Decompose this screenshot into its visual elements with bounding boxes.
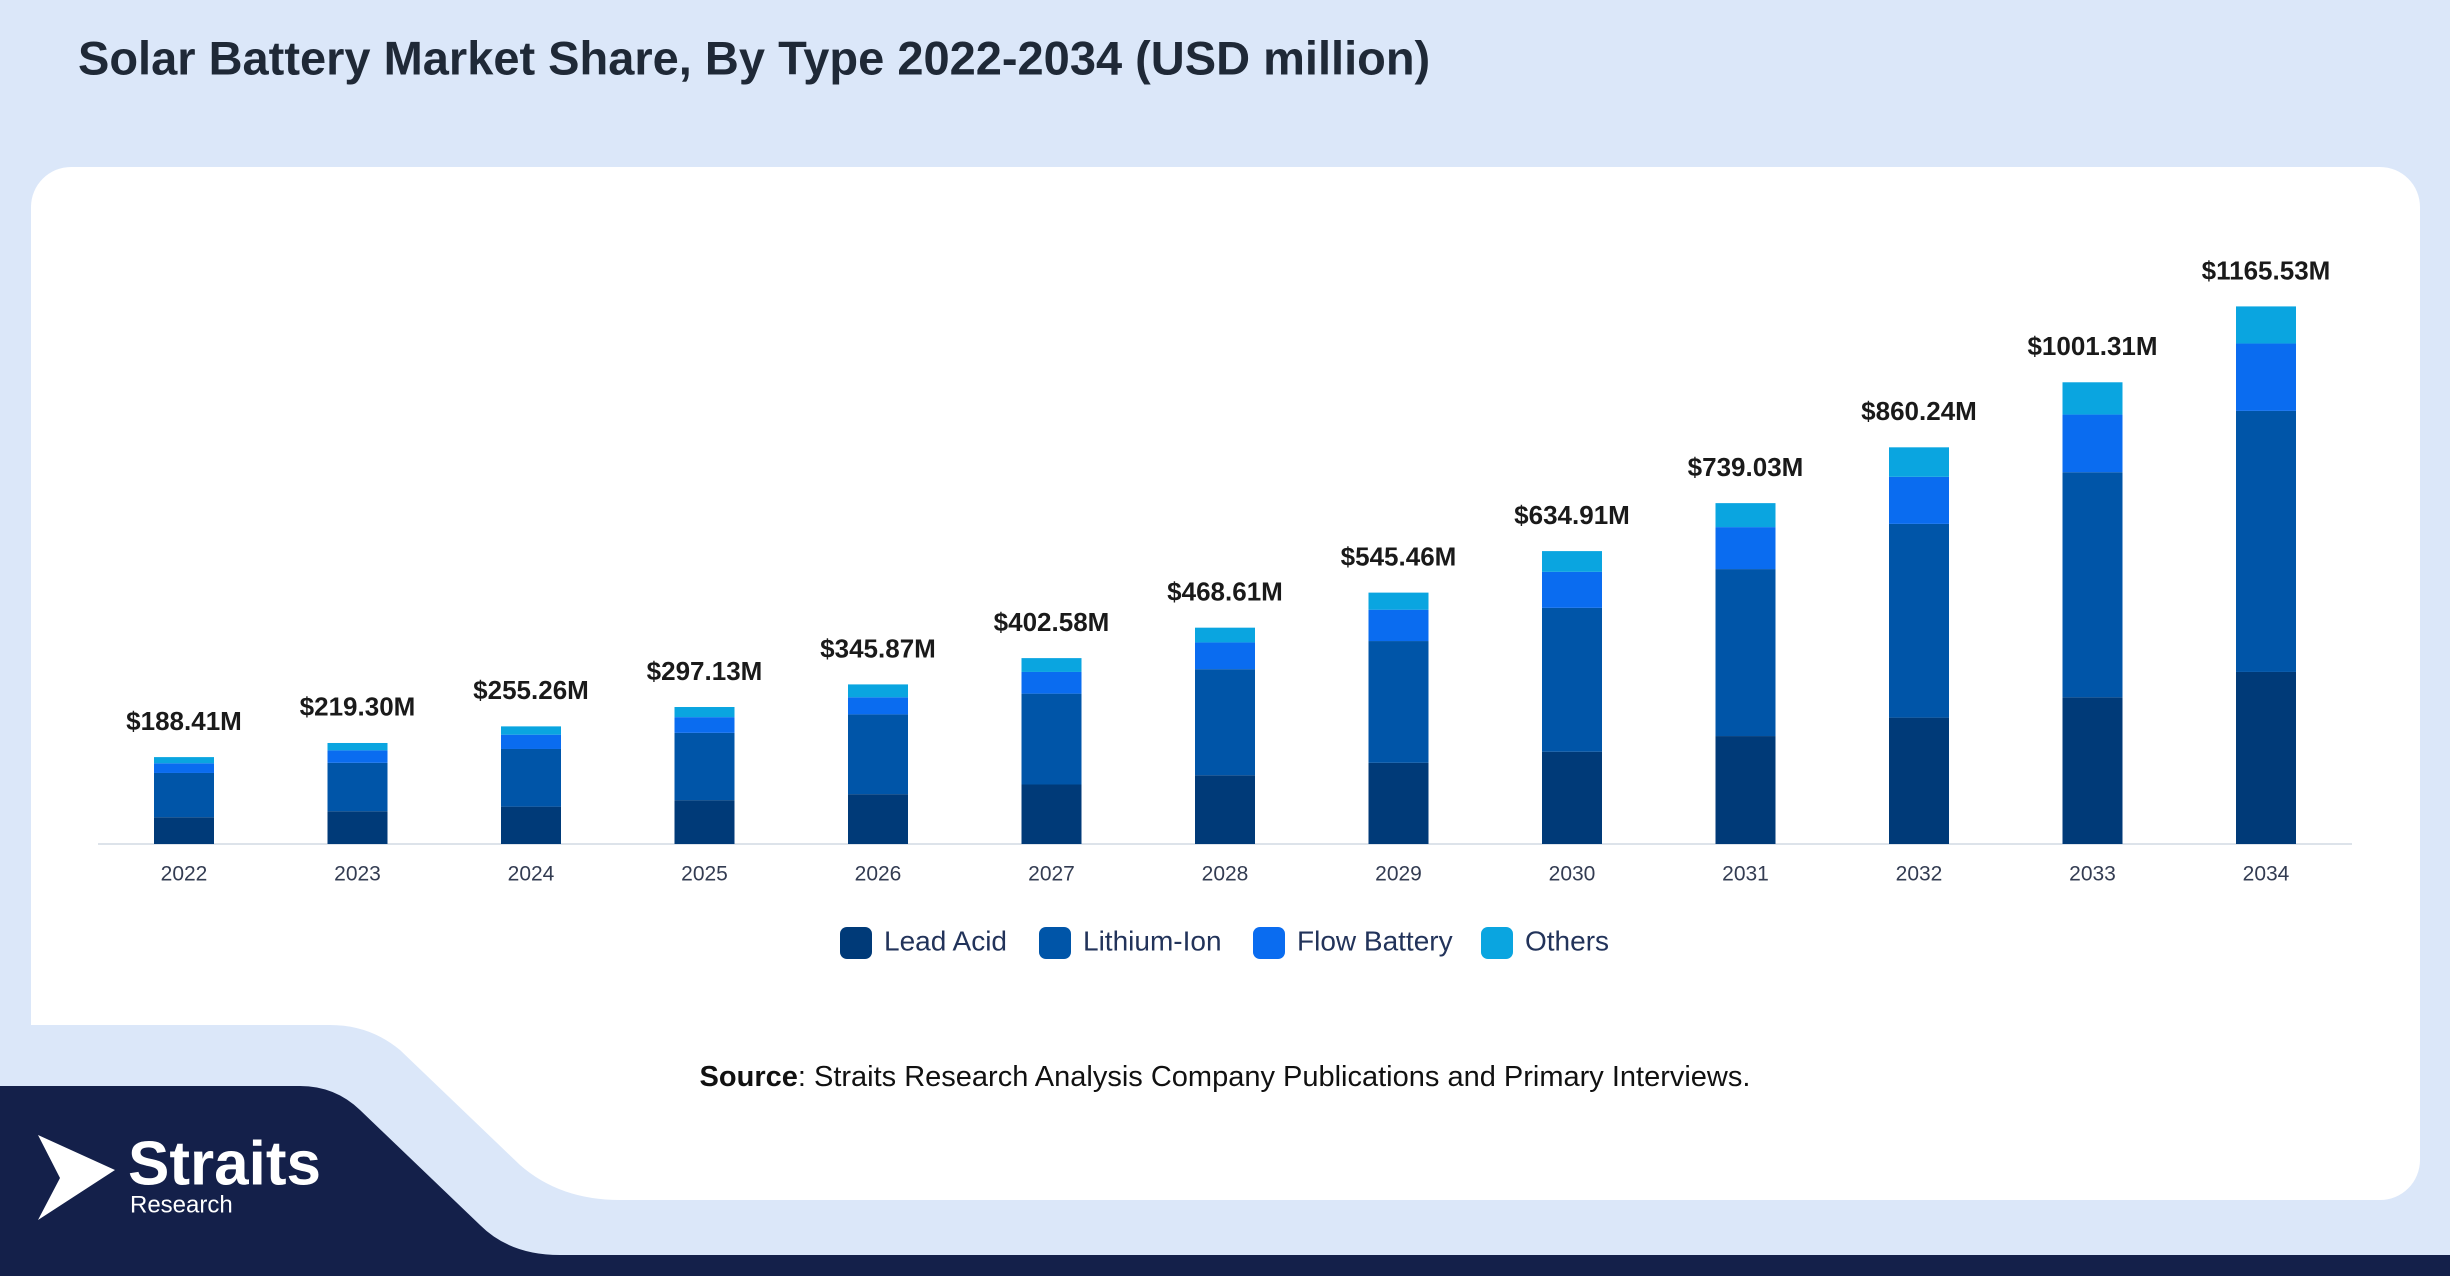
bar-segment — [2236, 306, 2296, 344]
bar-segment — [1368, 762, 1429, 844]
x-tick-label: 2032 — [1896, 863, 1943, 886]
bar-segment — [1715, 569, 1776, 737]
total-label: $188.41M — [126, 706, 242, 736]
bar-segment — [327, 742, 388, 751]
bar-segment — [154, 757, 214, 764]
bar-segment — [1021, 784, 1082, 844]
bar-segment — [674, 717, 735, 733]
bar-segment — [154, 817, 214, 844]
bar-segment — [848, 714, 908, 795]
bar-segment — [501, 748, 561, 807]
bar-segment — [848, 697, 908, 715]
bar-segment — [2062, 697, 2123, 844]
x-tick-label: 2026 — [855, 863, 902, 886]
bar-segment — [2062, 382, 2123, 415]
x-tick-label: 2023 — [334, 863, 381, 886]
legend-swatch — [1481, 927, 1513, 959]
bar-segment — [2062, 414, 2123, 473]
legend-label: Others — [1525, 925, 1609, 956]
bar-segment — [674, 732, 735, 801]
bar-segment — [1021, 693, 1082, 785]
x-tick-label: 2024 — [508, 863, 555, 886]
bar-segment — [674, 800, 735, 844]
total-label: $1001.31M — [2027, 331, 2157, 361]
bar-segment — [1542, 607, 1602, 752]
bar-segment — [1195, 775, 1255, 844]
x-tick-label: 2031 — [1722, 863, 1769, 886]
total-label: $297.13M — [647, 656, 763, 686]
bar-segment — [1889, 523, 1949, 718]
legend-label: Lead Acid — [884, 925, 1007, 956]
legend-swatch — [840, 927, 872, 959]
bar-segment — [2236, 343, 2296, 411]
bar-segment — [327, 811, 388, 844]
legend-label: Flow Battery — [1297, 925, 1453, 956]
bar-segment — [1889, 447, 1949, 477]
bar-segment — [674, 707, 735, 718]
bar-segment — [327, 750, 388, 763]
bar-segment — [1542, 551, 1602, 572]
x-tick-label: 2034 — [2243, 863, 2290, 886]
bar-segment — [1715, 527, 1776, 570]
total-label: $255.26M — [473, 675, 589, 705]
bar-segment — [2236, 671, 2296, 844]
bar-segment — [1021, 671, 1082, 694]
bar-segment — [1715, 736, 1776, 844]
bar-segment — [1195, 627, 1255, 643]
total-label: $219.30M — [300, 692, 416, 722]
total-label: $860.24M — [1861, 396, 1977, 426]
bar-segment — [1889, 476, 1949, 524]
legend-swatch — [1253, 927, 1285, 959]
legend-swatch — [1039, 927, 1071, 959]
logo-name: Straits — [128, 1129, 321, 1198]
x-tick-label: 2029 — [1375, 863, 1422, 886]
source-label: Source — [700, 1061, 798, 1093]
bar-segment — [154, 772, 214, 818]
logo-sub: Research — [130, 1191, 233, 1218]
source-text: : Straits Research Analysis Company Publ… — [798, 1061, 1751, 1093]
bar-segment — [848, 794, 908, 844]
chart-title: Solar Battery Market Share, By Type 2022… — [78, 31, 1430, 84]
total-label: $634.91M — [1514, 500, 1630, 530]
legend-label: Lithium-Ion — [1083, 925, 1222, 956]
bar-segment — [154, 763, 214, 773]
bar-segment — [501, 734, 561, 749]
x-tick-label: 2030 — [1549, 863, 1596, 886]
bar-segment — [1542, 751, 1602, 844]
bar-segment — [1368, 609, 1429, 642]
bar-segment — [1021, 658, 1082, 672]
bar-segment — [1195, 669, 1255, 776]
footer-band — [0, 1086, 2450, 1276]
bar-segment — [1889, 717, 1949, 844]
x-tick-label: 2033 — [2069, 863, 2116, 886]
bar-segment — [1368, 641, 1429, 763]
bar-segment — [2236, 410, 2296, 672]
bar-segment — [1195, 642, 1255, 670]
bar-segment — [501, 806, 561, 844]
total-label: $545.46M — [1341, 541, 1457, 571]
total-label: $468.61M — [1167, 577, 1283, 607]
bar-segment — [848, 684, 908, 698]
x-tick-label: 2025 — [681, 863, 728, 886]
total-label: $402.58M — [994, 607, 1110, 637]
x-tick-label: 2022 — [161, 863, 208, 886]
bar-segment — [1368, 592, 1429, 610]
bar-segment — [1542, 571, 1602, 608]
bar-segment — [2062, 472, 2123, 698]
total-label: $345.87M — [820, 633, 936, 663]
x-tick-label: 2027 — [1028, 863, 1075, 886]
total-label: $1165.53M — [2202, 255, 2331, 285]
logo-icon — [38, 1135, 115, 1220]
source: Source: Straits Research Analysis Compan… — [700, 1061, 1751, 1093]
bar-segment — [1715, 503, 1776, 528]
bar-segment — [327, 762, 388, 812]
bar-segment — [501, 726, 561, 735]
total-label: $739.03M — [1688, 452, 1804, 482]
x-tick-label: 2028 — [1202, 863, 1249, 886]
